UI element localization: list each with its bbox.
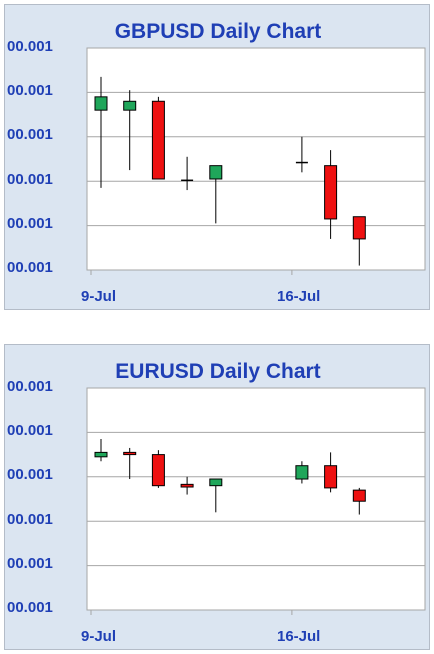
y-tick-label: 00.001 <box>7 126 53 143</box>
candle <box>209 165 223 224</box>
candle <box>181 156 194 191</box>
candlestick-plot <box>86 47 426 275</box>
candle <box>352 216 366 266</box>
candle-body <box>352 216 366 240</box>
candle-body <box>94 451 108 458</box>
y-tick-label: 00.001 <box>7 599 53 616</box>
y-tick-label: 00.001 <box>7 171 53 188</box>
candle <box>324 452 338 493</box>
candle-body <box>151 100 165 180</box>
candlestick-plot <box>86 387 426 615</box>
candle <box>151 96 165 180</box>
candle <box>352 487 366 515</box>
y-tick-label: 00.001 <box>7 215 53 232</box>
gbpusd-chart-panel: GBPUSD Daily Chart 00.001 00.001 00.001 … <box>4 4 430 310</box>
x-tick-label: 9-Jul <box>81 288 117 305</box>
y-tick-label: 00.001 <box>7 82 53 99</box>
candle-body <box>352 489 366 502</box>
candle <box>209 478 223 513</box>
y-tick-label: 00.001 <box>7 466 53 483</box>
candle <box>295 136 308 173</box>
y-tick-label: 00.001 <box>7 555 53 572</box>
candle-body <box>209 478 223 487</box>
x-tick-label: 9-Jul <box>81 628 117 645</box>
x-tick-label: 16-Jul <box>277 288 321 305</box>
candle-body <box>94 96 108 111</box>
candle-body <box>123 100 137 111</box>
y-tick-label: 00.001 <box>7 511 53 528</box>
candle <box>94 76 108 188</box>
candle-body <box>324 465 338 489</box>
plot-area <box>86 387 426 611</box>
candle-body <box>295 465 309 480</box>
eurusd-chart-panel: EURUSD Daily Chart 00.001 00.001 00.001 … <box>4 344 430 650</box>
candle-body <box>123 451 137 456</box>
y-tick-label: 00.001 <box>7 259 53 276</box>
plot-area <box>86 47 426 271</box>
candle <box>151 450 165 488</box>
chart-title: GBPUSD Daily Chart <box>114 20 322 43</box>
candle <box>123 90 137 171</box>
candle-body <box>209 165 223 180</box>
y-tick-label: 00.001 <box>7 378 53 395</box>
chart-title: EURUSD Daily Chart <box>115 360 321 383</box>
candle-body <box>324 165 338 220</box>
candle-body <box>151 454 165 487</box>
x-tick-label: 16-Jul <box>277 628 321 645</box>
candle <box>295 461 309 484</box>
y-tick-label: 00.001 <box>7 38 53 55</box>
candle <box>94 439 108 462</box>
candle <box>180 476 194 495</box>
candle-body <box>180 483 194 488</box>
y-tick-label: 00.001 <box>7 422 53 439</box>
candle <box>324 150 338 239</box>
candle <box>123 447 137 480</box>
